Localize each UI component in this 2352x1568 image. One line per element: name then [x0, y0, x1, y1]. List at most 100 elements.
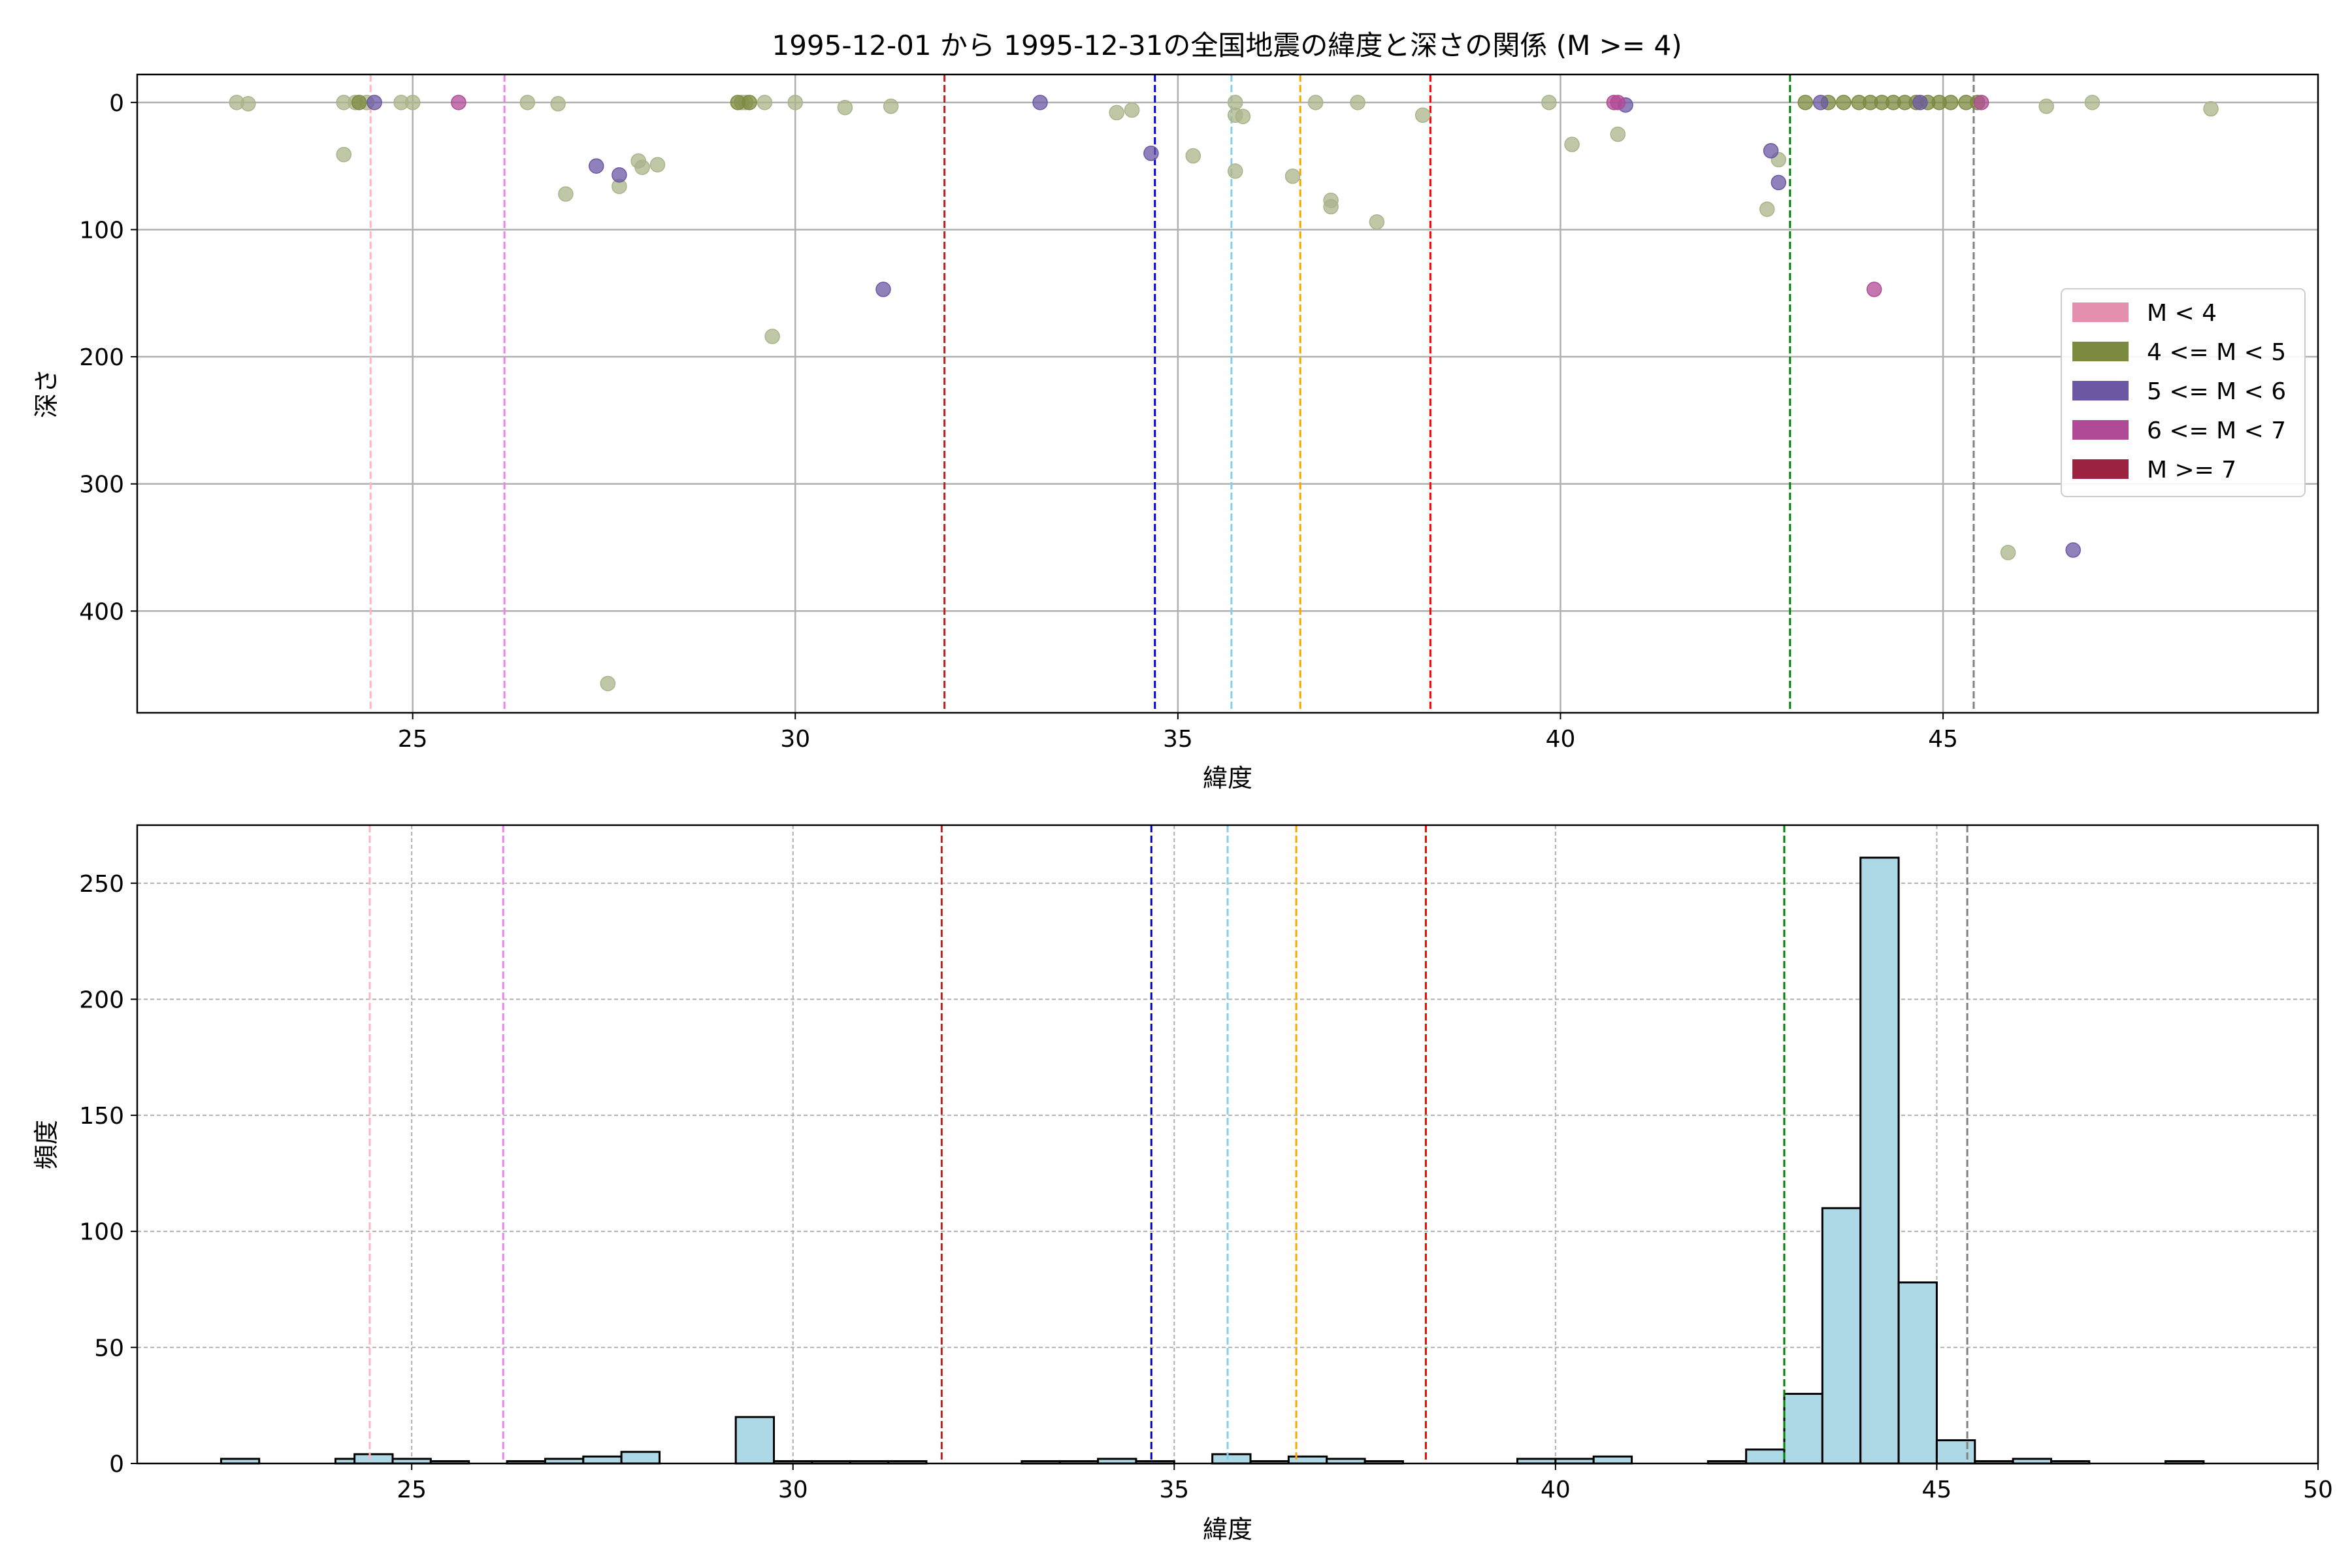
scatter-y-axis-label: 深さ [32, 368, 61, 418]
scatter-point [1369, 214, 1385, 230]
hist-bar [1821, 1207, 1862, 1465]
hist-y-tick-label: 50 [94, 1335, 124, 1362]
scatter-point [336, 146, 351, 163]
hist-bar [1745, 1448, 1786, 1465]
hist-y-axis-label: 頻度 [32, 1120, 61, 1169]
scatter-point [2038, 98, 2054, 114]
scatter-point [1610, 126, 1626, 142]
scatter-point [634, 159, 650, 175]
scatter-grid [137, 74, 2318, 713]
hist-bar [582, 1455, 623, 1465]
hist-bar [1287, 1455, 1328, 1465]
scatter-point [519, 95, 536, 110]
legend-label: 5 <= M < 6 [2147, 378, 2286, 405]
scatter-point [600, 676, 616, 691]
scatter-point [883, 98, 899, 114]
scatter-point [451, 95, 466, 110]
scatter-point [1143, 145, 1159, 161]
scatter-point [351, 95, 367, 110]
hist-x-tick-label: 30 [778, 1477, 808, 1503]
scatter-point [1350, 95, 1365, 110]
scatter-point [588, 158, 604, 174]
scatter-point [367, 95, 382, 110]
legend-swatch [2072, 342, 2129, 361]
scatter-point [1763, 143, 1779, 159]
scatter-x-tick-label: 30 [780, 726, 810, 753]
scatter-panel: 25 30 35 40 45 0 100 200 300 400 緯度 深さ M < 4 4 <=… [32, 73, 2319, 792]
hist-bar [1897, 1281, 1938, 1465]
scatter-point [550, 96, 566, 112]
scatter-point [1284, 168, 1301, 184]
histogram-panel: 25 30 35 40 45 50 0 50 100 150 200 250 緯度 頻度 [32, 824, 2333, 1544]
scatter-point [1032, 95, 1048, 110]
scatter-point [1414, 107, 1431, 123]
scatter-point [2065, 542, 2081, 558]
hist-bar [1592, 1455, 1633, 1465]
scatter-point [240, 96, 256, 112]
legend: M < 4 4 <= M < 5 5 <= M < 6 6 <= M < 7 M >= … [2061, 288, 2306, 497]
scatter-point [1564, 137, 1580, 152]
scatter-point [1124, 102, 1140, 118]
scatter-point [2084, 95, 2100, 110]
hist-bar [1935, 1439, 1976, 1465]
scatter-axes-frame [136, 73, 2319, 714]
scatter-point [612, 167, 627, 183]
scatter-x-tick-label: 40 [1546, 726, 1576, 753]
scatter-y-tick-label: 0 [109, 90, 124, 117]
hist-x-tick-label: 50 [2303, 1477, 2333, 1503]
hist-x-ticks: 25 30 35 40 45 50 [397, 1463, 2333, 1503]
hist-axes-frame [136, 824, 2319, 1465]
scatter-point [837, 99, 853, 116]
scatter-point [1943, 95, 1959, 110]
legend-label: 4 <= M < 5 [2147, 339, 2286, 366]
scatter-x-tick-label: 35 [1163, 726, 1193, 753]
scatter-point [1185, 148, 1201, 164]
scatter-x-tick-label: 45 [1928, 726, 1958, 753]
hist-bars [220, 857, 2205, 1465]
scatter-point [764, 329, 780, 344]
hist-x-tick-label: 45 [1922, 1477, 1952, 1503]
hist-x-tick-label: 40 [1541, 1477, 1571, 1503]
hist-y-tick-label: 200 [79, 987, 124, 1013]
legend-swatch [2072, 420, 2129, 440]
legend-swatch [2072, 459, 2129, 479]
scatter-point [1541, 95, 1557, 110]
scatter-point [787, 95, 804, 110]
legend-label: 6 <= M < 7 [2147, 417, 2286, 444]
scatter-point [1836, 95, 1852, 110]
hist-y-tick-label: 250 [79, 871, 124, 898]
scatter-point [875, 282, 891, 297]
scatter-y-tick-label: 300 [79, 472, 124, 498]
hist-bar [734, 1416, 776, 1465]
scatter-y-tick-label: 200 [79, 344, 124, 371]
scatter-point [649, 157, 666, 172]
hist-bar [353, 1453, 394, 1465]
scatter-point [1912, 95, 1928, 110]
scatter-point [1759, 201, 1775, 218]
scatter-x-tick-label: 25 [398, 726, 428, 753]
hist-bar [1783, 1392, 1823, 1465]
hist-x-axis-label: 緯度 [1203, 1515, 1252, 1544]
hist-y-tick-label: 100 [79, 1219, 124, 1246]
scatter-x-axis-label: 緯度 [1203, 764, 1252, 792]
scatter-point [1610, 95, 1626, 110]
scatter-point [742, 95, 757, 110]
hist-y-ticks: 0 50 100 150 200 250 [79, 871, 137, 1478]
chart-title: 1995-12-01 から 1995-12-31の全国地震の緯度と深さの関係 (… [772, 29, 1682, 61]
hist-bar [620, 1450, 661, 1465]
scatter-point [1797, 95, 1814, 110]
scatter-point [1227, 163, 1243, 179]
legend-swatch [2072, 302, 2129, 322]
legend-swatch [2072, 381, 2129, 400]
legend-box [2061, 288, 2306, 497]
hist-y-tick-label: 0 [109, 1451, 124, 1478]
scatter-point [2203, 101, 2219, 117]
scatter-point [404, 95, 421, 110]
legend-label: M >= 7 [2147, 457, 2236, 483]
scatter-points [229, 95, 2219, 691]
scatter-y-ticks: 0 100 200 300 400 [79, 90, 137, 625]
scatter-point [1235, 108, 1251, 124]
legend-label: M < 4 [2147, 300, 2217, 327]
hist-bar [1211, 1453, 1252, 1465]
